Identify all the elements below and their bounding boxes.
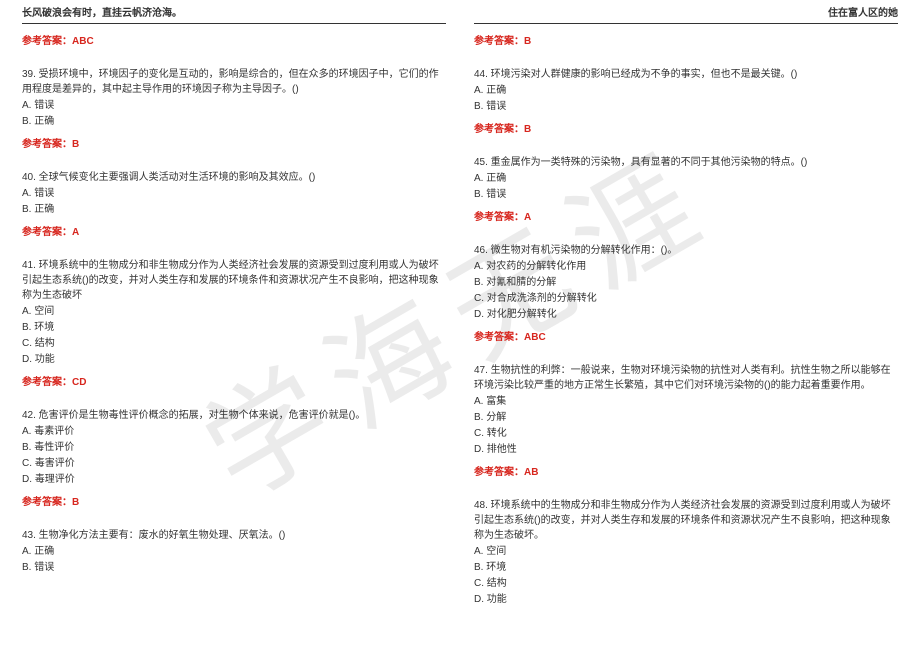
question-text: 39. 受损环境中，环境因子的变化是互动的，影响是综合的，但在众多的环境因子中，… bbox=[22, 67, 446, 97]
option: B. 环境 bbox=[474, 560, 898, 575]
option: A. 富集 bbox=[474, 394, 898, 409]
answer-label: 参考答案： bbox=[22, 36, 72, 47]
page-container: 长风破浪会有时，直挂云帆济沧海。 参考答案：ABC 39. 受损环境中，环境因子… bbox=[0, 0, 920, 625]
question-text: 45. 重金属作为一类特殊的污染物，具有显著的不同于其他污染物的特点。() bbox=[474, 155, 898, 170]
option: B. 对氰和腈的分解 bbox=[474, 275, 898, 290]
question-text: 47. 生物抗性的利弊：一般说来，生物对环境污染物的抗性对人类有利。抗性生物之所… bbox=[474, 363, 898, 393]
option: B. 分解 bbox=[474, 410, 898, 425]
option: B. 毒性评价 bbox=[22, 440, 446, 455]
question-text: 46. 微生物对有机污染物的分解转化作用：()。 bbox=[474, 243, 898, 258]
question-text: 41. 环境系统中的生物成分和非生物成分作为人类经济社会发展的资源受到过度利用或… bbox=[22, 258, 446, 303]
option: A. 正确 bbox=[22, 544, 446, 559]
header-right-row: 住在富人区的她 bbox=[474, 6, 898, 24]
question-block: 41. 环境系统中的生物成分和非生物成分作为人类经济社会发展的资源受到过度利用或… bbox=[22, 258, 446, 390]
option: A. 正确 bbox=[474, 171, 898, 186]
option: D. 对化肥分解转化 bbox=[474, 307, 898, 322]
question-text: 43. 生物净化方法主要有：废水的好氧生物处理、厌氧法。() bbox=[22, 528, 446, 543]
question-block: 48. 环境系统中的生物成分和非生物成分作为人类经济社会发展的资源受到过度利用或… bbox=[474, 498, 898, 607]
right-column: 住在富人区的她 参考答案：B 44. 环境污染对人群健康的影响已经成为不争的事实… bbox=[474, 6, 898, 625]
question-text: 48. 环境系统中的生物成分和非生物成分作为人类经济社会发展的资源受到过度利用或… bbox=[474, 498, 898, 543]
question-block: 44. 环境污染对人群健康的影响已经成为不争的事实，但也不是最关键。()A. 正… bbox=[474, 67, 898, 137]
answer-line: 参考答案：B bbox=[22, 137, 446, 152]
answer-line: 参考答案：CD bbox=[22, 375, 446, 390]
header-left-row: 长风破浪会有时，直挂云帆济沧海。 bbox=[22, 6, 446, 24]
option: A. 正确 bbox=[474, 83, 898, 98]
option: A. 错误 bbox=[22, 98, 446, 113]
option: B. 正确 bbox=[22, 202, 446, 217]
answer-right-top: 参考答案：B bbox=[474, 34, 898, 49]
option: A. 对农药的分解转化作用 bbox=[474, 259, 898, 274]
option: C. 毒害评价 bbox=[22, 456, 446, 471]
left-column: 长风破浪会有时，直挂云帆济沧海。 参考答案：ABC 39. 受损环境中，环境因子… bbox=[22, 6, 446, 625]
answer-line: 参考答案：B bbox=[22, 495, 446, 510]
option: B. 错误 bbox=[474, 99, 898, 114]
header-left-text: 长风破浪会有时，直挂云帆济沧海。 bbox=[22, 6, 182, 21]
question-text: 44. 环境污染对人群健康的影响已经成为不争的事实，但也不是最关键。() bbox=[474, 67, 898, 82]
answer-line: 参考答案：AB bbox=[474, 465, 898, 480]
answer-left-top: 参考答案：ABC bbox=[22, 34, 446, 49]
answer-line: 参考答案：A bbox=[474, 210, 898, 225]
answer-line: 参考答案：A bbox=[22, 225, 446, 240]
option: D. 排他性 bbox=[474, 442, 898, 457]
option: B. 错误 bbox=[474, 187, 898, 202]
header-right-text: 住在富人区的她 bbox=[828, 6, 898, 21]
answer-value: ABC bbox=[72, 36, 94, 47]
question-block: 47. 生物抗性的利弊：一般说来，生物对环境污染物的抗性对人类有利。抗性生物之所… bbox=[474, 363, 898, 480]
question-text: 40. 全球气候变化主要强调人类活动对生活环境的影响及其效应。() bbox=[22, 170, 446, 185]
answer-line: 参考答案：ABC bbox=[474, 330, 898, 345]
question-block: 46. 微生物对有机污染物的分解转化作用：()。A. 对农药的分解转化作用B. … bbox=[474, 243, 898, 345]
answer-label: 参考答案： bbox=[474, 36, 524, 47]
question-block: 43. 生物净化方法主要有：废水的好氧生物处理、厌氧法。()A. 正确B. 错误 bbox=[22, 528, 446, 575]
option: D. 毒理评价 bbox=[22, 472, 446, 487]
option: B. 正确 bbox=[22, 114, 446, 129]
question-block: 40. 全球气候变化主要强调人类活动对生活环境的影响及其效应。()A. 错误B.… bbox=[22, 170, 446, 240]
option: A. 空间 bbox=[474, 544, 898, 559]
option: C. 对合成洗涤剂的分解转化 bbox=[474, 291, 898, 306]
option: B. 错误 bbox=[22, 560, 446, 575]
option: A. 毒素评价 bbox=[22, 424, 446, 439]
question-text: 42. 危害评价是生物毒性评价概念的拓展，对生物个体来说，危害评价就是()。 bbox=[22, 408, 446, 423]
option: A. 错误 bbox=[22, 186, 446, 201]
option: D. 功能 bbox=[474, 592, 898, 607]
option: C. 结构 bbox=[22, 336, 446, 351]
option: D. 功能 bbox=[22, 352, 446, 367]
question-block: 39. 受损环境中，环境因子的变化是互动的，影响是综合的，但在众多的环境因子中，… bbox=[22, 67, 446, 152]
question-block: 45. 重金属作为一类特殊的污染物，具有显著的不同于其他污染物的特点。()A. … bbox=[474, 155, 898, 225]
answer-line: 参考答案：B bbox=[474, 122, 898, 137]
option: A. 空间 bbox=[22, 304, 446, 319]
question-block: 42. 危害评价是生物毒性评价概念的拓展，对生物个体来说，危害评价就是()。A.… bbox=[22, 408, 446, 510]
answer-value: B bbox=[524, 36, 531, 47]
option: C. 结构 bbox=[474, 576, 898, 591]
option: B. 环境 bbox=[22, 320, 446, 335]
option: C. 转化 bbox=[474, 426, 898, 441]
